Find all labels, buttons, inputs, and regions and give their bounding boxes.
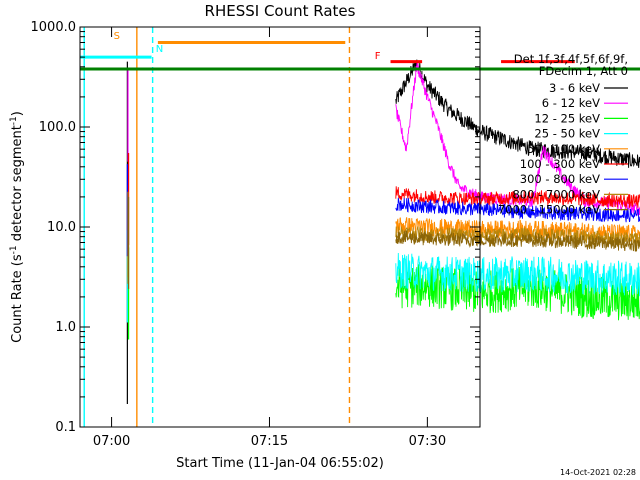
- legend-entry-label: 25 - 50 keV: [534, 127, 600, 141]
- legend-entry-label: 12 - 25 keV: [534, 111, 600, 125]
- series-line: [395, 225, 640, 246]
- legend-entry-label: 300 - 800 keV: [520, 172, 600, 186]
- label-F: F: [375, 51, 381, 62]
- label-S: S: [114, 31, 120, 42]
- series-line: [395, 230, 640, 253]
- legend-entry-label: 50 - 100 keV: [527, 142, 600, 156]
- series-line: [395, 252, 640, 297]
- x-tick-label: 07:15: [251, 434, 288, 449]
- y-tick-label: 10.0: [47, 220, 76, 235]
- series-line: [395, 59, 640, 169]
- plot-data-layer: [126, 59, 640, 404]
- legend-header-line: FDecim 1, Att 0: [539, 64, 628, 78]
- y-axis-title: Count Rate (s-1 detector segment-1): [9, 111, 25, 343]
- legend-entry-label: 800 - 7000 keV: [512, 187, 600, 201]
- legend: Det 1f,3f,4f,5f,6f,9f,FDecim 1, Att 0 3 -…: [498, 52, 628, 217]
- plot-timestamp: 14-Oct-2021 02:28: [560, 468, 636, 477]
- y-axis-ticks: 1000.0 100.0 10.0 1.0 0.1: [31, 20, 480, 435]
- y-tick-label: 100.0: [39, 120, 76, 135]
- legend-entry-label: 100 - 300 keV: [520, 157, 600, 171]
- label-N: N: [156, 44, 163, 55]
- legend-entry-label: 3 - 6 keV: [549, 81, 600, 95]
- series-line: [395, 264, 640, 321]
- chart-title: RHESSI Count Rates: [205, 2, 356, 20]
- y-tick-label: 0.1: [55, 420, 76, 435]
- y-tick-label: 1000.0: [31, 20, 77, 35]
- series-line: [395, 186, 640, 210]
- series-line: [395, 197, 640, 223]
- legend-entry-label: 7000 - 15000 keV: [498, 203, 600, 217]
- legend-header-line: Det 1f,3f,4f,5f,6f,9f,: [514, 52, 628, 66]
- x-axis-ticks: 07:00 07:15 07:30: [93, 27, 446, 449]
- y-tick-label: 1.0: [55, 320, 76, 335]
- x-axis-title: Start Time (11-Jan-04 06:55:02): [176, 456, 384, 471]
- x-tick-label: 07:00: [93, 434, 130, 449]
- legend-entry-label: 6 - 12 keV: [542, 96, 600, 110]
- x-tick-label: 07:30: [409, 434, 446, 449]
